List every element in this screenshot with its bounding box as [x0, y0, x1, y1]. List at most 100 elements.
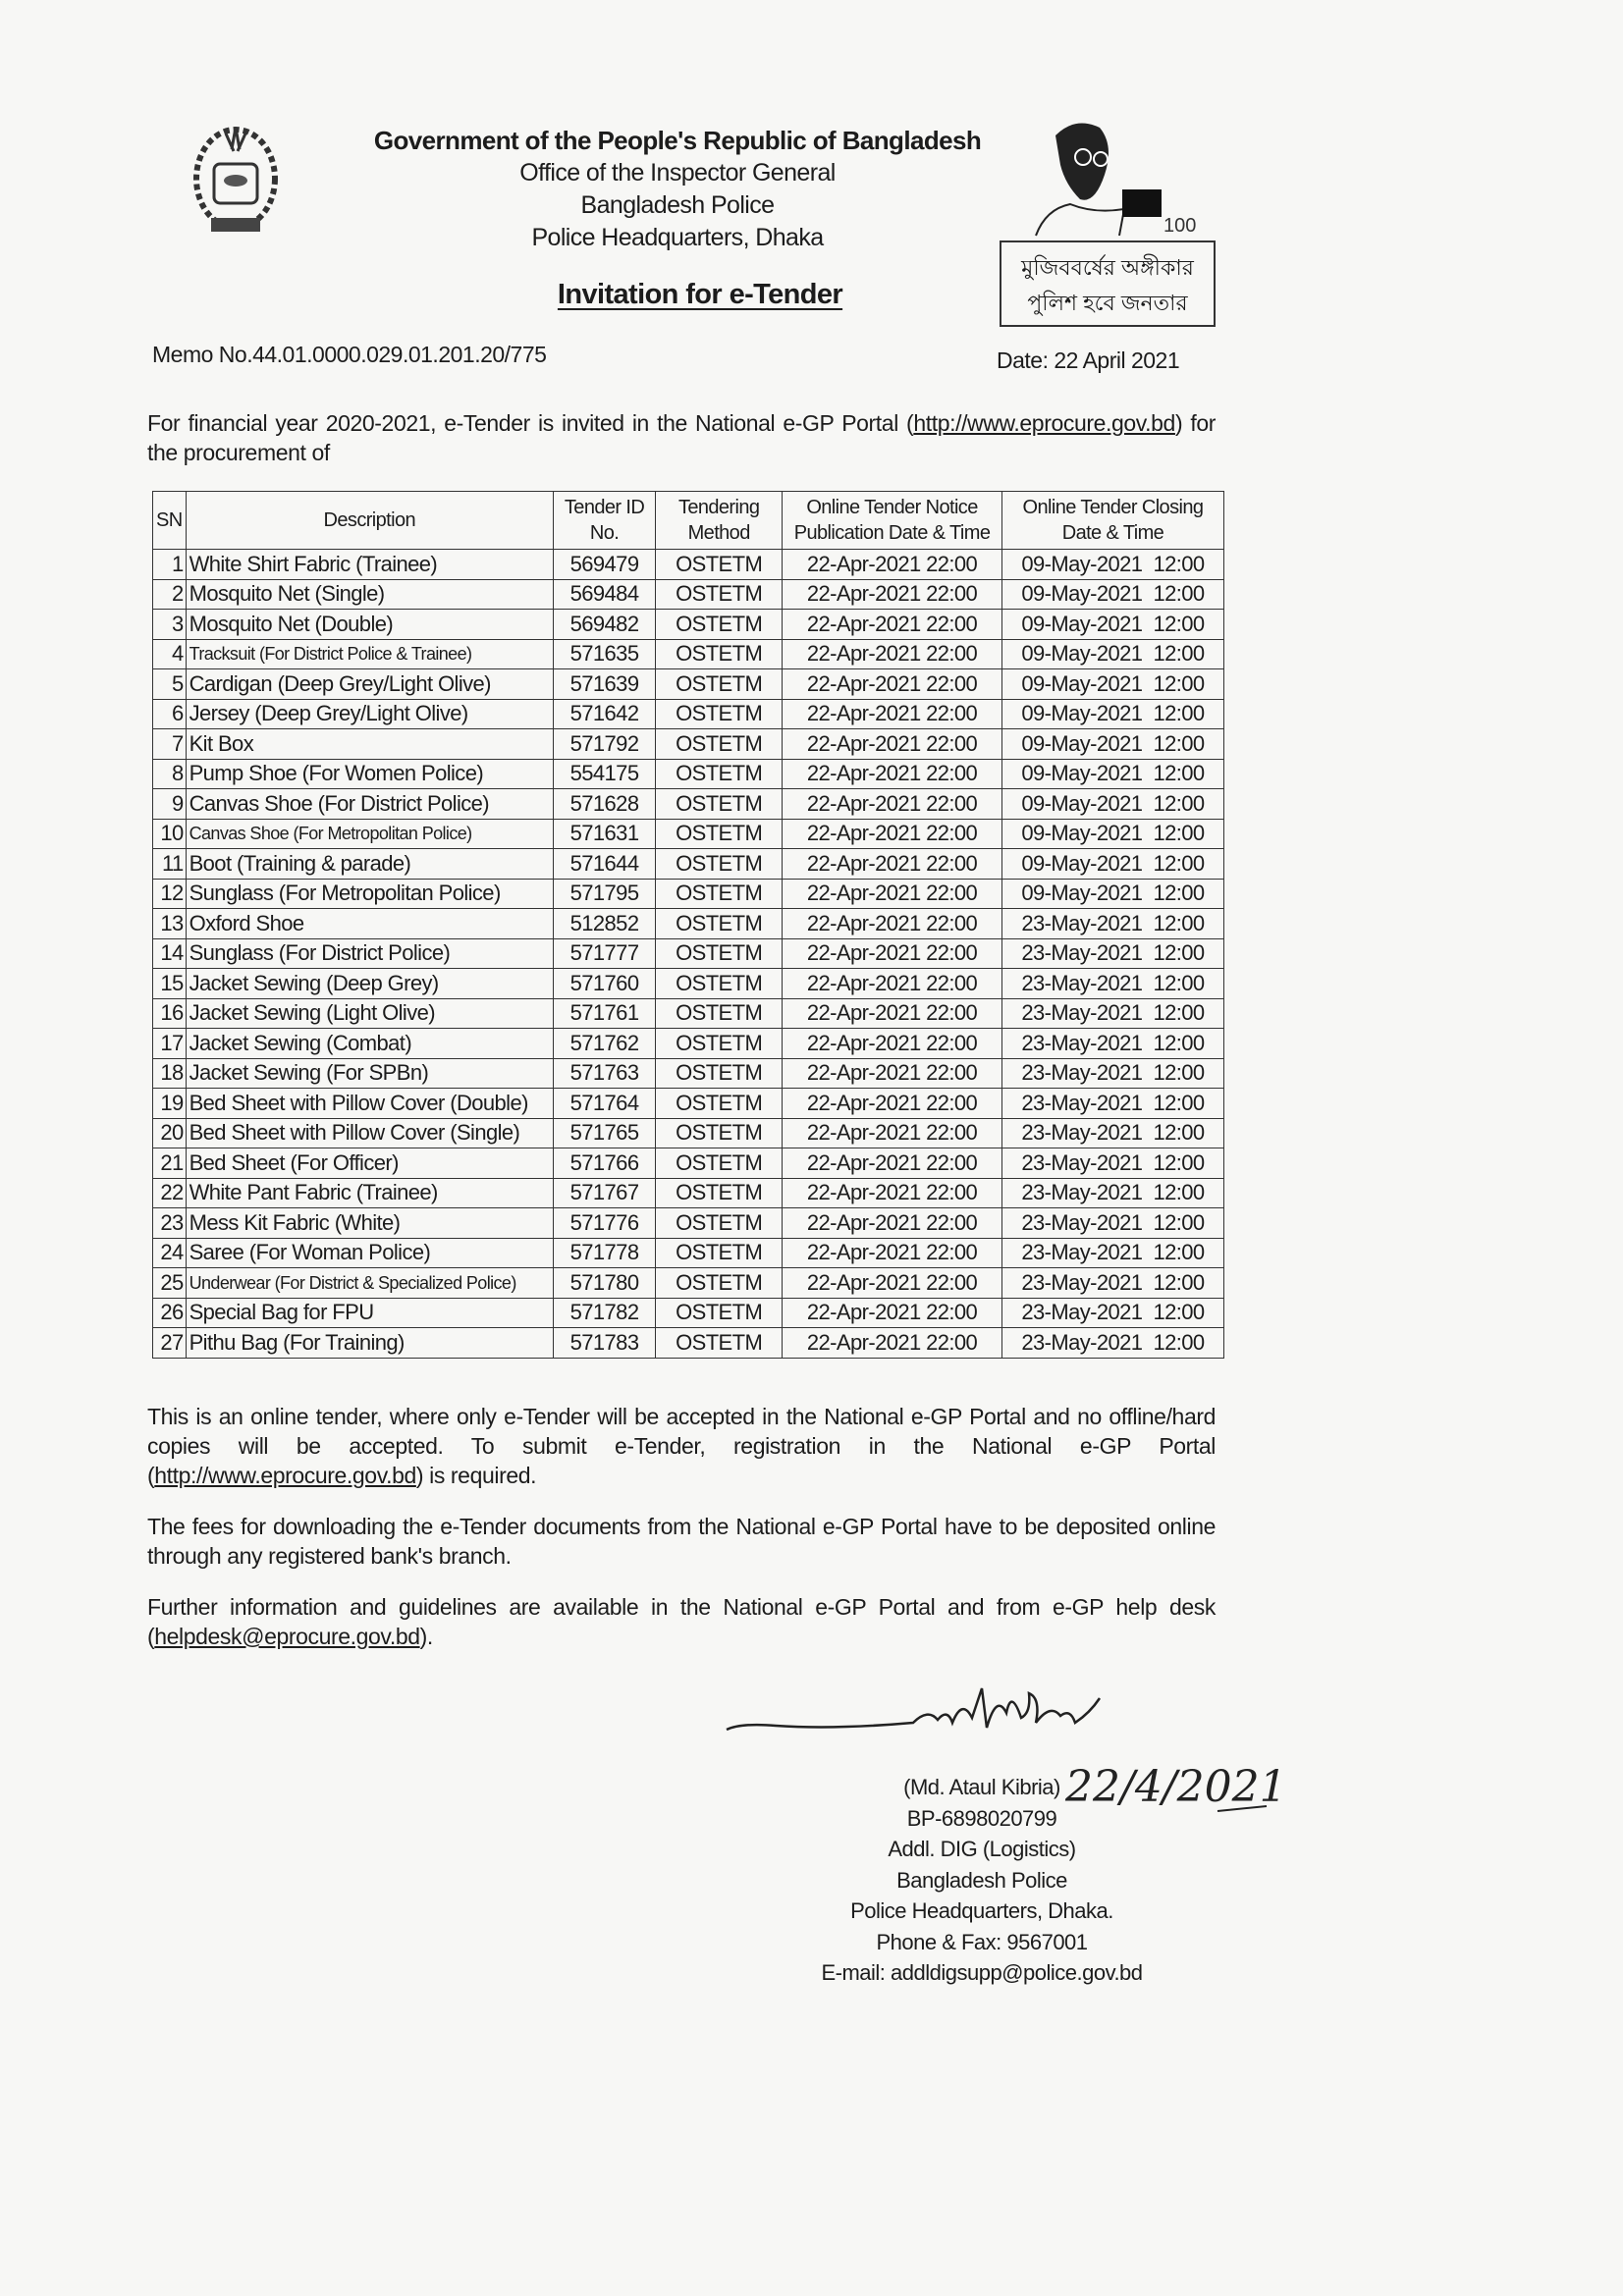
table-row: 5 Cardigan (Deep Grey/Light Olive) 571639 O… — [152, 668, 1225, 700]
table-row: 24 Saree (For Woman Police) 571778 OSTETM 22… — [152, 1237, 1225, 1268]
cell-closing: 23-May-2021 12:00 — [1001, 1148, 1225, 1179]
cell-publication: 22-Apr-2021 22:00 — [782, 549, 1002, 580]
cell-sn: 25 — [152, 1267, 187, 1299]
cell-sn: 17 — [152, 1028, 187, 1059]
cell-publication: 22-Apr-2021 22:00 — [782, 638, 1002, 669]
cell-closing: 23-May-2021 12:00 — [1001, 908, 1225, 939]
cell-tender-id: 571777 — [552, 937, 657, 969]
cell-sn: 5 — [152, 668, 187, 700]
cell-method: OSTETM — [655, 968, 784, 999]
cell-description: Jacket Sewing (For SPBn) — [185, 1057, 554, 1089]
cell-method: OSTETM — [655, 908, 784, 939]
column-header: Tender ID No. — [552, 491, 657, 550]
cell-closing: 09-May-2021 12:00 — [1001, 848, 1225, 880]
cell-description: Special Bag for FPU — [185, 1297, 554, 1328]
cell-sn: 3 — [152, 609, 187, 640]
table-row: 10 Canvas Shoe (For Metropolitan Police) 5… — [152, 818, 1225, 849]
header-police: Bangladesh Police — [580, 191, 776, 219]
cell-method: OSTETM — [655, 1117, 784, 1148]
column-header: Online Tender Closing Date & Time — [1001, 491, 1225, 550]
cell-publication: 22-Apr-2021 22:00 — [782, 818, 1002, 849]
cell-tender-id: 571760 — [552, 968, 657, 999]
helpdesk-email-link[interactable]: helpdesk@eprocure.gov.bd — [154, 1624, 420, 1649]
cell-method: OSTETM — [655, 609, 784, 640]
paragraph-text: Further information and guidelines are a… — [147, 1594, 1216, 1649]
cell-description: Saree (For Woman Police) — [185, 1237, 554, 1268]
document-date: Date: 22 April 2021 — [997, 347, 1180, 373]
cell-description: Bed Sheet (For Officer) — [185, 1148, 554, 1179]
cell-sn: 20 — [152, 1117, 187, 1148]
table-row: 7 Kit Box 571792 OSTETM 22-Apr-2021 22:00 09-… — [152, 728, 1225, 760]
cell-description: White Pant Fabric (Trainee) — [185, 1177, 554, 1208]
cell-method: OSTETM — [655, 788, 784, 820]
table-row: 25 Underwear (For District & Specialized … — [152, 1267, 1225, 1299]
cell-tender-id: 569482 — [552, 609, 657, 640]
column-header: Tendering Method — [655, 491, 784, 550]
cell-publication: 22-Apr-2021 22:00 — [782, 1237, 1002, 1268]
cell-sn: 6 — [152, 698, 187, 729]
cell-closing: 23-May-2021 12:00 — [1001, 1028, 1225, 1059]
table-row: 11 Boot (Training & parade) 571644 OSTETM 22… — [152, 848, 1225, 880]
table-row: 6 Jersey (Deep Grey/Light Olive) 571642 OST… — [152, 698, 1225, 729]
cell-method: OSTETM — [655, 638, 784, 669]
table-row: 12 Sunglass (For Metropolitan Police) 5717… — [152, 878, 1225, 909]
cell-tender-id: 571642 — [552, 698, 657, 729]
table-row: 8 Pump Shoe (For Women Police) 554175 OSTET… — [152, 758, 1225, 789]
eprocure-link[interactable]: http://www.eprocure.gov.bd — [913, 410, 1175, 436]
cell-closing: 09-May-2021 12:00 — [1001, 788, 1225, 820]
table-body: 1 White Shirt Fabric (Trainee) 569479 OSTET… — [152, 549, 1225, 1359]
tender-table: SN Description Tender ID No. Tendering Meth… — [152, 491, 1225, 1359]
cell-tender-id: 571778 — [552, 1237, 657, 1268]
paragraph-fees: The fees for downloading the e-Tender do… — [147, 1514, 1216, 1569]
cell-closing: 09-May-2021 12:00 — [1001, 578, 1225, 610]
cell-tender-id: 571761 — [552, 997, 657, 1029]
cell-description: Bed Sheet with Pillow Cover (Double) — [185, 1088, 554, 1119]
cell-closing: 23-May-2021 12:00 — [1001, 1297, 1225, 1328]
cell-publication: 22-Apr-2021 22:00 — [782, 997, 1002, 1029]
slogan-line-1: মুজিববর্ষের অঙ্গীকার — [1021, 255, 1194, 280]
eprocure-link-2[interactable]: http://www.eprocure.gov.bd — [154, 1463, 416, 1488]
cell-publication: 22-Apr-2021 22:00 — [782, 1117, 1002, 1148]
cell-sn: 22 — [152, 1177, 187, 1208]
cell-closing: 23-May-2021 12:00 — [1001, 997, 1225, 1029]
cell-description: Cardigan (Deep Grey/Light Olive) — [185, 668, 554, 700]
cell-publication: 22-Apr-2021 22:00 — [782, 878, 1002, 909]
table-row: 19 Bed Sheet with Pillow Cover (Double) 57… — [152, 1088, 1225, 1119]
cell-sn: 2 — [152, 578, 187, 610]
cell-method: OSTETM — [655, 1148, 784, 1179]
cell-description: Oxford Shoe — [185, 908, 554, 939]
cell-description: Canvas Shoe (For District Police) — [185, 788, 554, 820]
cell-description: White Shirt Fabric (Trainee) — [185, 549, 554, 580]
cell-description: Tracksuit (For District Police & Trainee… — [185, 638, 554, 669]
table-row: 3 Mosquito Net (Double) 569482 OSTETM 22-Apr… — [152, 609, 1225, 640]
cell-publication: 22-Apr-2021 22:00 — [782, 788, 1002, 820]
handwritten-signature: 22/4/2021 — [726, 1687, 1287, 1812]
cell-sn: 19 — [152, 1088, 187, 1119]
cell-sn: 1 — [152, 549, 187, 580]
table-row: 18 Jacket Sewing (For SPBn) 571763 OSTETM 22… — [152, 1057, 1225, 1089]
signatory-phone: Phone & Fax: 9567001 — [876, 1929, 1088, 1954]
cell-closing: 23-May-2021 12:00 — [1001, 1327, 1225, 1359]
cell-method: OSTETM — [655, 848, 784, 880]
cell-tender-id: 571765 — [552, 1117, 657, 1148]
cell-tender-id: 571762 — [552, 1028, 657, 1059]
cell-closing: 09-May-2021 12:00 — [1001, 609, 1225, 640]
cell-method: OSTETM — [655, 1177, 784, 1208]
table-row: 14 Sunglass (For District Police) 571777 OS… — [152, 937, 1225, 969]
signature-block: (Md. Ataul Kibria) BP-6898020799 Addl. D… — [766, 1772, 1198, 1989]
cell-publication: 22-Apr-2021 22:00 — [782, 578, 1002, 610]
cell-publication: 22-Apr-2021 22:00 — [782, 1297, 1002, 1328]
column-header: SN — [152, 491, 187, 550]
cell-tender-id: 571783 — [552, 1327, 657, 1359]
cell-publication: 22-Apr-2021 22:00 — [782, 1088, 1002, 1119]
cell-method: OSTETM — [655, 578, 784, 610]
paragraph-text-end: ) is required. — [415, 1463, 537, 1488]
cell-publication: 22-Apr-2021 22:00 — [782, 698, 1002, 729]
cell-tender-id: 571639 — [552, 668, 657, 700]
cell-closing: 23-May-2021 12:00 — [1001, 1088, 1225, 1119]
cell-sn: 4 — [152, 638, 187, 669]
cell-description: Sunglass (For Metropolitan Police) — [185, 878, 554, 909]
cell-closing: 23-May-2021 12:00 — [1001, 1237, 1225, 1268]
cell-description: Mosquito Net (Single) — [185, 578, 554, 610]
cell-description: Jacket Sewing (Light Olive) — [185, 997, 554, 1029]
